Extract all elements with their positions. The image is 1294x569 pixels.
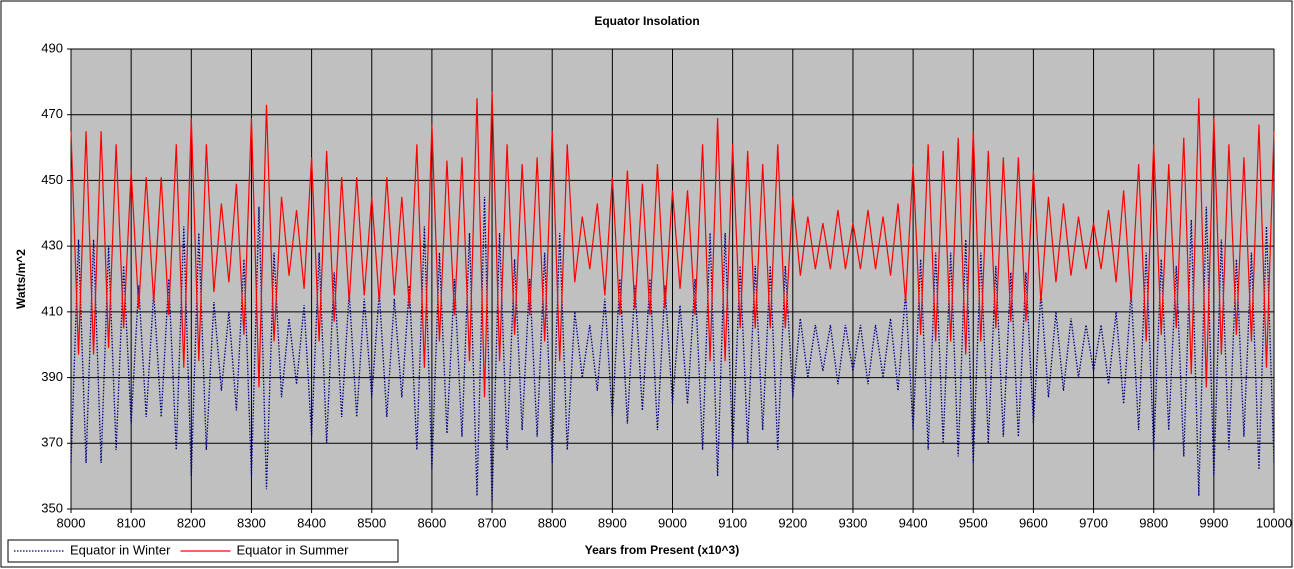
x-tick-label: 9400 — [899, 515, 928, 530]
x-tick-label: 9800 — [1139, 515, 1168, 530]
x-tick-label: 9000 — [658, 515, 687, 530]
y-tick-label: 430 — [41, 238, 63, 253]
x-tick-label: 9300 — [838, 515, 867, 530]
x-axis-title: Years from Present (x10^3) — [585, 543, 739, 557]
x-tick-label: 8200 — [177, 515, 206, 530]
x-tick-label: 9600 — [1019, 515, 1048, 530]
x-tick-label: 9500 — [959, 515, 988, 530]
y-tick-label: 370 — [41, 435, 63, 450]
x-tick-label: 8800 — [538, 515, 567, 530]
chart-title: Equator Insolation — [594, 14, 699, 28]
y-tick-label: 490 — [41, 40, 63, 55]
x-tick-label: 9700 — [1079, 515, 1108, 530]
y-tick-label: 410 — [41, 303, 63, 318]
legend-label: Equator in Summer — [236, 542, 349, 557]
x-tick-label: 8100 — [117, 515, 146, 530]
y-tick-label: 470 — [41, 106, 63, 121]
data-line — [70, 91, 1275, 398]
y-tick-label: 350 — [41, 500, 63, 515]
x-tick-label: 9200 — [778, 515, 807, 530]
y-tick-label: 450 — [41, 172, 63, 187]
x-tick-label: 8900 — [598, 515, 627, 530]
y-axis-title: Watts/m^2 — [14, 249, 28, 309]
x-tick-label: 9100 — [718, 515, 747, 530]
x-tick-label: 8700 — [478, 515, 507, 530]
x-tick-label: 9900 — [1199, 515, 1228, 530]
x-tick-label: 8600 — [417, 515, 446, 530]
x-tick-label: 8500 — [357, 515, 386, 530]
legend-label: Equator in Winter — [70, 542, 171, 557]
x-tick-label: 8300 — [237, 515, 266, 530]
x-tick-label: 8400 — [297, 515, 326, 530]
x-tick-label: 10000 — [1256, 515, 1292, 530]
x-tick-label: 8000 — [57, 515, 86, 530]
y-tick-label: 390 — [41, 369, 63, 384]
